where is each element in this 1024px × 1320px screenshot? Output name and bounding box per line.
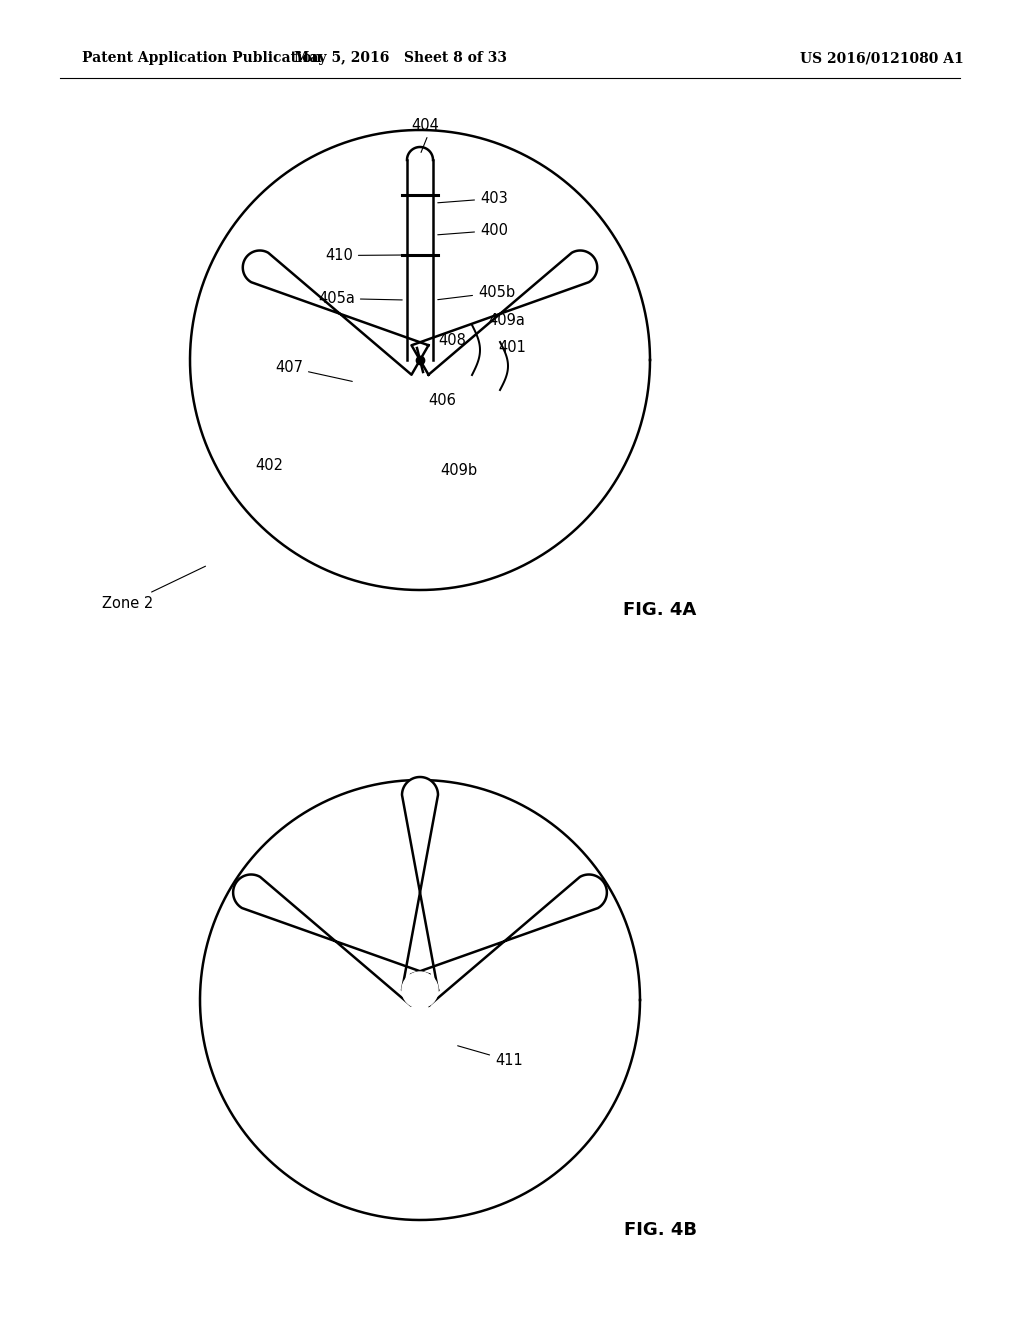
Text: 400: 400 [438, 223, 508, 238]
Text: 404: 404 [411, 117, 439, 133]
Text: 411: 411 [458, 1045, 522, 1068]
Polygon shape [233, 875, 429, 1006]
Text: FIG. 4A: FIG. 4A [624, 601, 696, 619]
Text: Patent Application Publication: Patent Application Publication [82, 51, 322, 65]
Circle shape [402, 972, 438, 1008]
Text: 406: 406 [428, 393, 456, 408]
Polygon shape [402, 777, 438, 990]
Text: 408: 408 [438, 333, 466, 348]
Text: Zone 2: Zone 2 [102, 566, 206, 611]
Text: FIG. 4B: FIG. 4B [624, 1221, 696, 1239]
Text: 405b: 405b [437, 285, 515, 300]
Text: 410: 410 [325, 248, 402, 263]
Polygon shape [403, 355, 437, 360]
Text: 401: 401 [498, 341, 526, 355]
Text: 409b: 409b [440, 463, 477, 478]
Text: 403: 403 [438, 191, 508, 206]
Text: 405a: 405a [318, 290, 402, 306]
Polygon shape [407, 147, 433, 160]
Text: May 5, 2016   Sheet 8 of 33: May 5, 2016 Sheet 8 of 33 [294, 51, 507, 65]
Polygon shape [407, 160, 433, 360]
Text: 402: 402 [255, 458, 283, 473]
Text: 407: 407 [275, 360, 352, 381]
Polygon shape [243, 251, 428, 375]
Polygon shape [412, 251, 597, 375]
Polygon shape [411, 875, 607, 1006]
Text: 409a: 409a [488, 313, 525, 327]
Text: US 2016/0121080 A1: US 2016/0121080 A1 [800, 51, 964, 65]
